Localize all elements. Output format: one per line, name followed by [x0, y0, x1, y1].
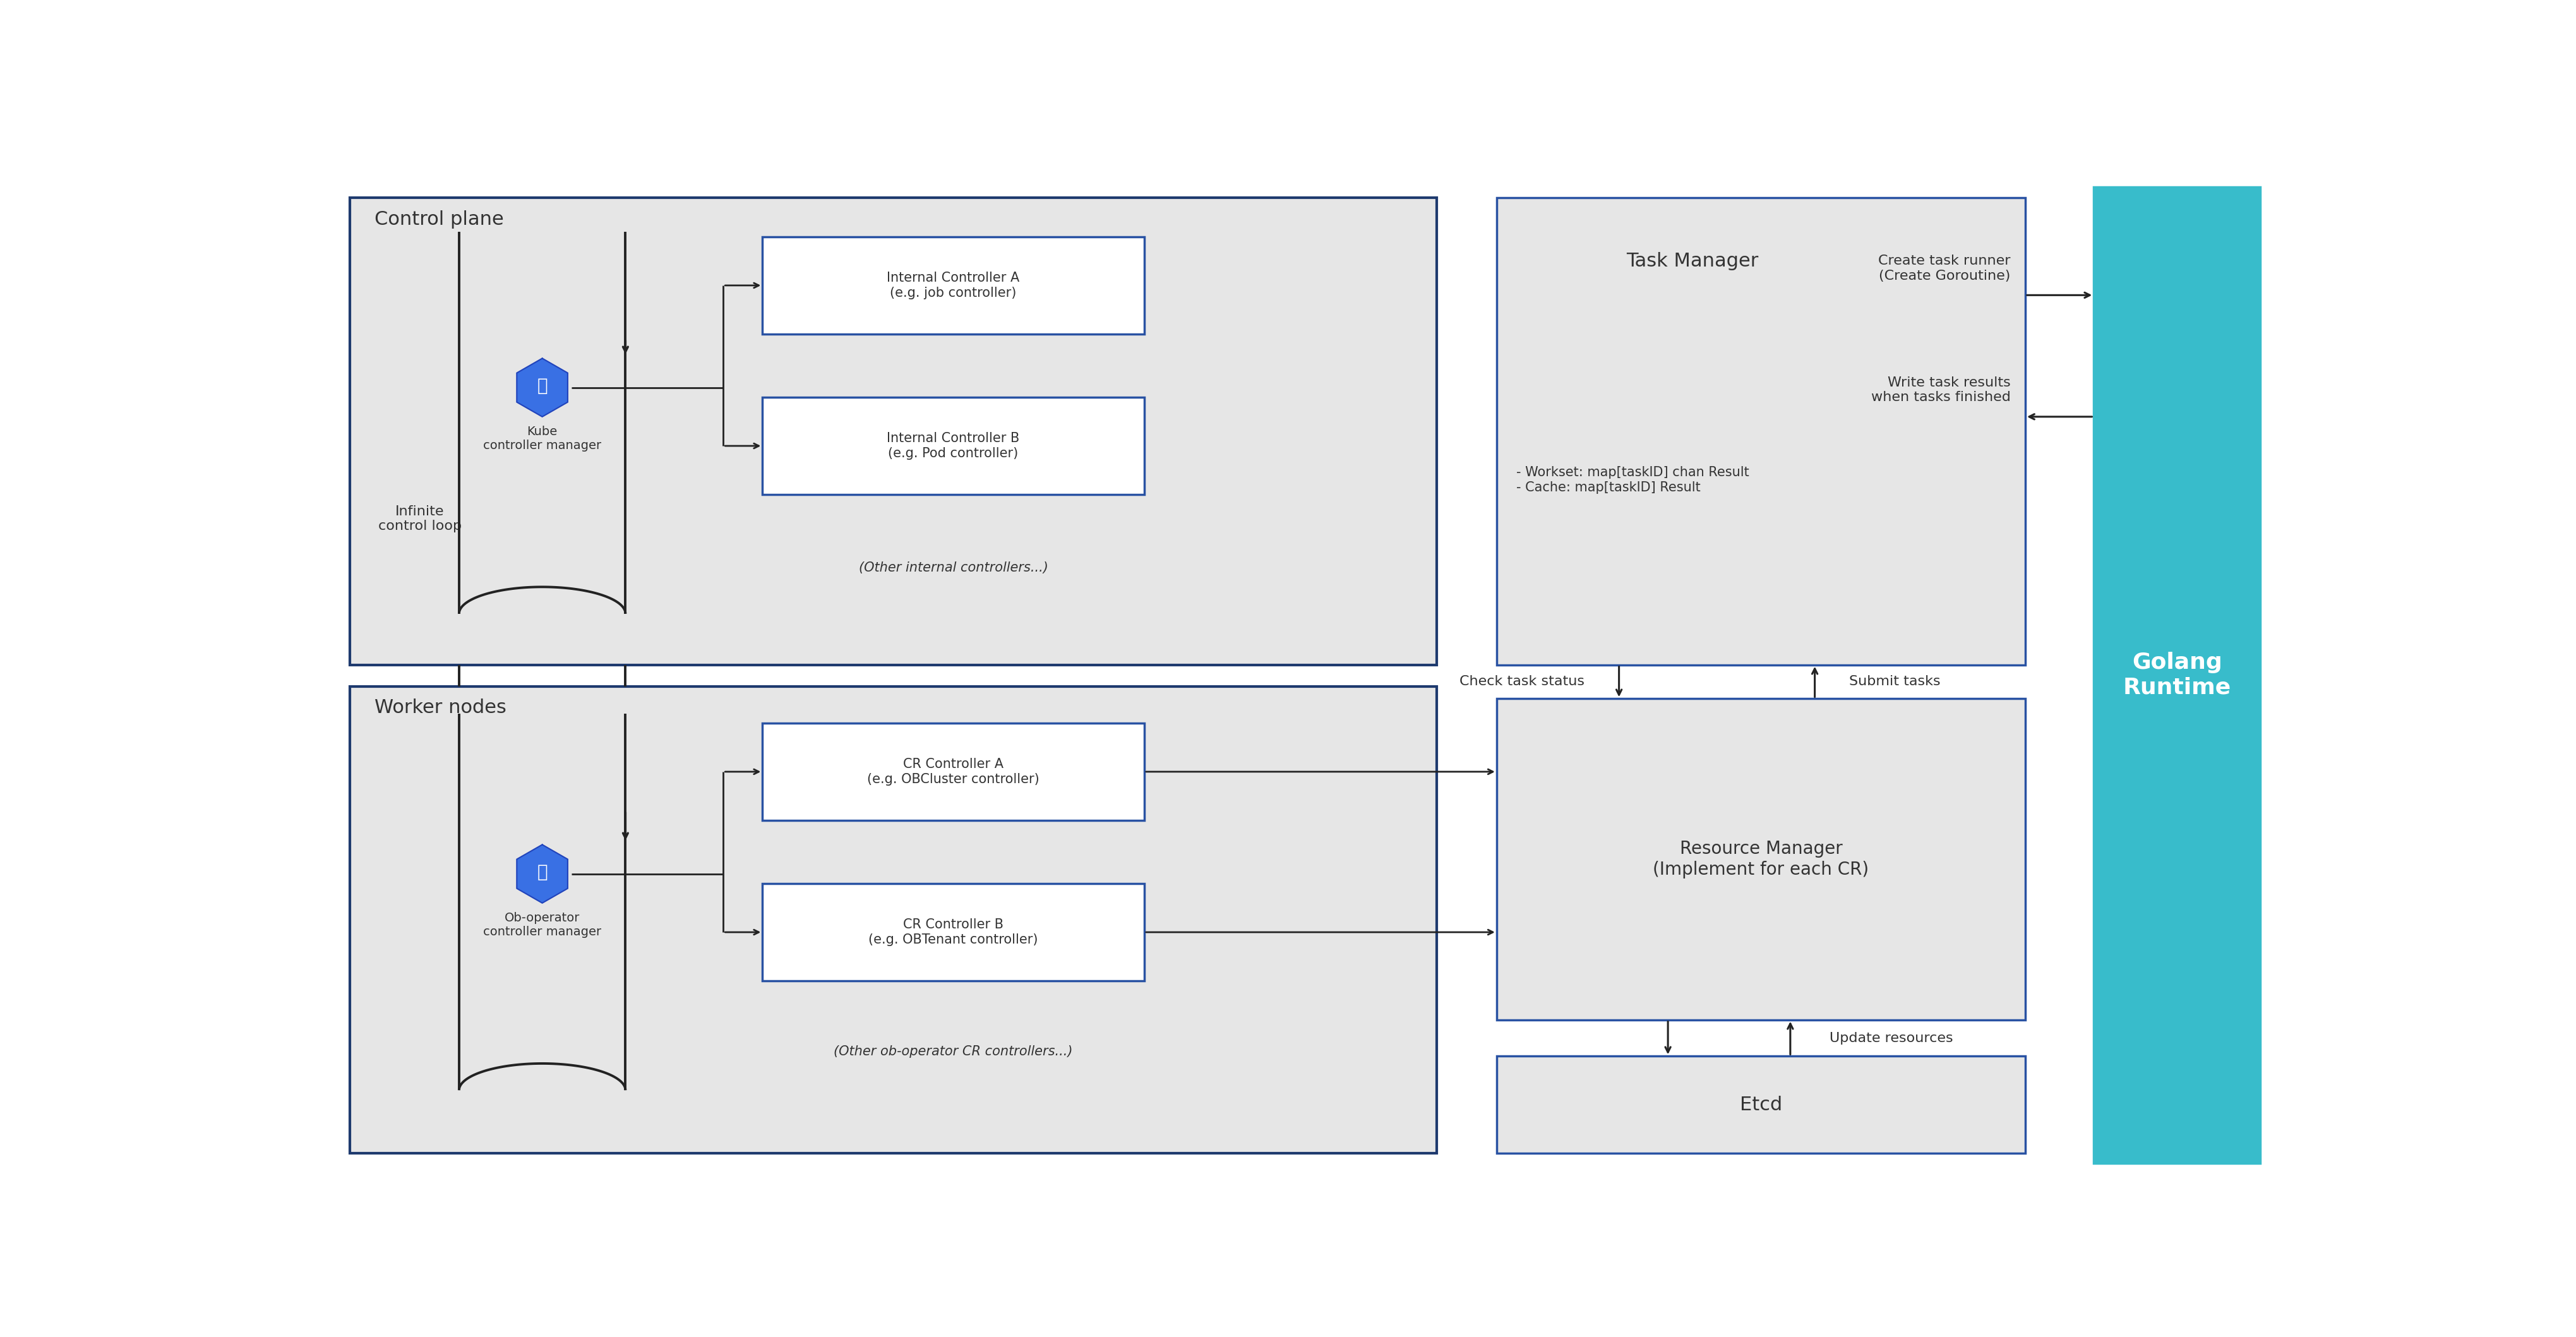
Text: ⎈: ⎈ — [536, 377, 549, 394]
Text: Update resources: Update resources — [1829, 1032, 1953, 1044]
Text: ⎈: ⎈ — [536, 864, 549, 881]
Text: Worker nodes: Worker nodes — [374, 699, 507, 717]
Text: CR Controller B
(e.g. OBTenant controller): CR Controller B (e.g. OBTenant controlle… — [868, 919, 1038, 945]
Bar — [1497, 1056, 2025, 1154]
Text: Task Manager: Task Manager — [1625, 251, 1759, 270]
Text: Internal Controller A
(e.g. job controller): Internal Controller A (e.g. job controll… — [886, 271, 1020, 299]
Text: Kube
controller manager: Kube controller manager — [484, 425, 600, 452]
Bar — [762, 237, 1144, 334]
Bar — [1497, 198, 2025, 664]
Text: CR Controller A
(e.g. OBCluster controller): CR Controller A (e.g. OBCluster controll… — [868, 758, 1041, 785]
Bar — [2094, 187, 2259, 1163]
Bar — [762, 397, 1144, 495]
Text: Submit tasks: Submit tasks — [1850, 675, 1940, 689]
Bar — [762, 884, 1144, 981]
Bar — [1497, 699, 2025, 1020]
Text: Resource Manager
(Implement for each CR): Resource Manager (Implement for each CR) — [1654, 840, 1870, 878]
Text: Etcd: Etcd — [1739, 1095, 1783, 1114]
Text: Write task results
when tasks finished: Write task results when tasks finished — [1870, 376, 2009, 404]
Bar — [350, 687, 1437, 1154]
Text: Golang
Runtime: Golang Runtime — [2123, 652, 2231, 698]
Text: (Other internal controllers...): (Other internal controllers...) — [858, 562, 1048, 574]
Polygon shape — [518, 845, 567, 902]
Text: Internal Controller B
(e.g. Pod controller): Internal Controller B (e.g. Pod controll… — [886, 432, 1020, 460]
Text: Check task status: Check task status — [1461, 675, 1584, 689]
Text: Infinite
control loop: Infinite control loop — [379, 505, 461, 532]
Text: - Workset: map[taskID] chan Result
- Cache: map[taskID] Result: - Workset: map[taskID] chan Result - Cac… — [1517, 467, 1749, 493]
Polygon shape — [518, 358, 567, 417]
Bar — [762, 723, 1144, 821]
Text: (Other ob-operator CR controllers...): (Other ob-operator CR controllers...) — [835, 1046, 1072, 1058]
Bar — [350, 198, 1437, 664]
Text: Control plane: Control plane — [374, 210, 505, 229]
Text: Create task runner
(Create Goroutine): Create task runner (Create Goroutine) — [1878, 255, 2009, 282]
Text: Ob-operator
controller manager: Ob-operator controller manager — [484, 912, 600, 937]
